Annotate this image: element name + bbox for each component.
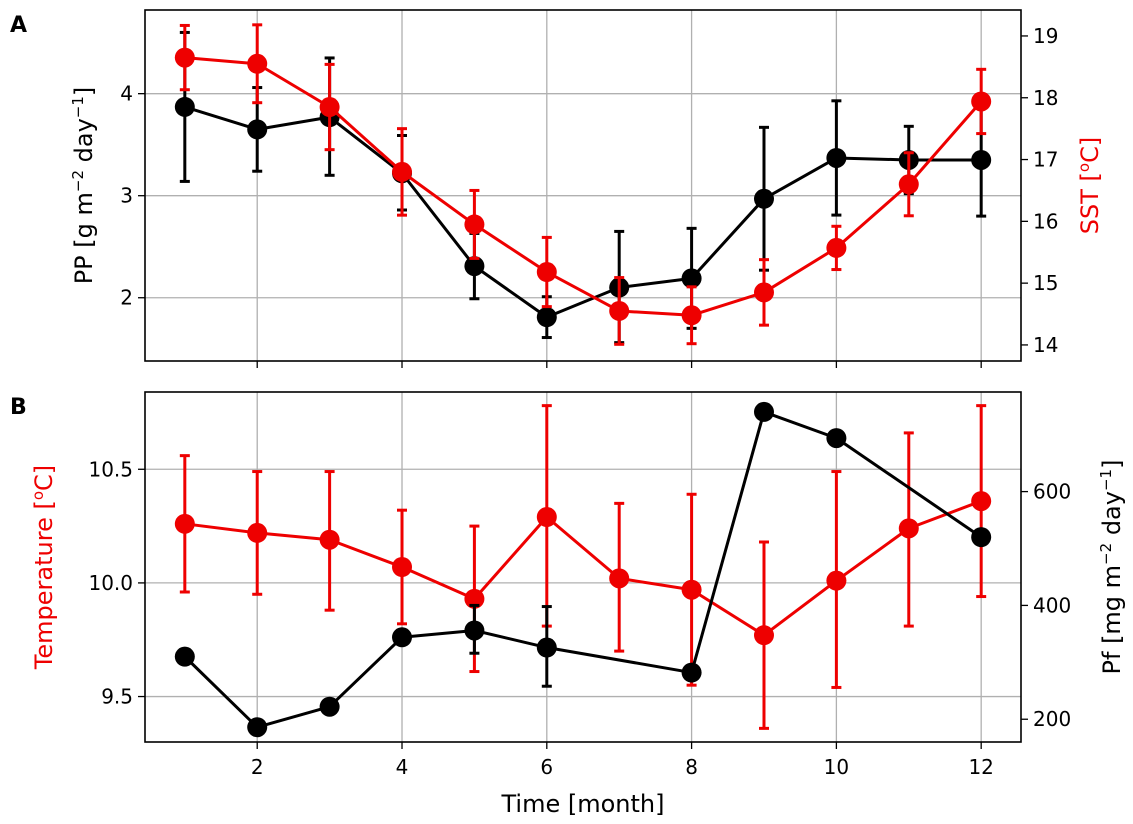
panel-b-temperature-point (753, 625, 774, 646)
panel-b-axes-frame (144, 391, 1022, 743)
panel-a-sst-point (898, 174, 919, 195)
panel-a-sst-line (184, 56, 983, 317)
panel-b-left-axis-label: Temperature [oC] (29, 465, 58, 670)
panel-a-pp-point (464, 256, 485, 277)
panel-a-left-tick-label: 3 (120, 184, 133, 208)
panel-a-sst-point (609, 300, 630, 321)
panel-a-pp-point (971, 149, 992, 170)
panel-a-axes-frame (144, 9, 1022, 362)
panel-a-pp-point (536, 307, 557, 328)
panel-b-temperature-point (681, 579, 702, 600)
panel-a-right-tick-label: 19 (1033, 24, 1058, 48)
panel-b-right-tick-label: 600 (1033, 480, 1071, 504)
panel-b-temperature-point (826, 570, 847, 591)
panel-b-x-tick-label: 4 (396, 755, 409, 779)
panel-b-pf-point (536, 637, 557, 658)
panel-a-pp-point (753, 188, 774, 209)
panel-b-x-tick-label: 12 (968, 755, 993, 779)
panel-b-right-tick-label: 200 (1033, 707, 1071, 731)
panel-a-sst-point (247, 53, 268, 74)
panel-b-right-tick-label: 400 (1033, 593, 1071, 617)
panel-b-chart: 2 4 6 8 10 12 9.5 10.0 10.5 200 400 600 Temperature … (29, 391, 1126, 779)
panel-b-pf-point (319, 696, 340, 717)
panel-b-x-tick-label: 2 (251, 755, 264, 779)
panel-b-pf-point (464, 620, 485, 641)
panel-b-pf-point (681, 662, 702, 683)
panel-a-right-tick-label: 17 (1033, 148, 1058, 172)
panel-b-pf-point (826, 428, 847, 449)
panel-b-pf-line (183, 410, 983, 729)
panel-a-label: A (10, 13, 27, 38)
panel-a-sst-point (319, 97, 340, 118)
panel-a-left-axis-label: PP [g m−2 day−1] (69, 87, 98, 285)
panel-b-temperature-point (392, 557, 413, 577)
panel-a-left-tick-label: 2 (120, 286, 133, 310)
panel-a-pp-line (184, 105, 982, 319)
panel-b-pf-point (753, 401, 774, 422)
x-axis-label: Time [month] (501, 790, 665, 818)
panel-a-sst-point (174, 47, 195, 68)
panel-b-right-axis-label: Pf [mg m−2 day−1] (1097, 460, 1126, 675)
panel-b-temperature-point (536, 507, 557, 527)
panel-a-sst-point (681, 305, 702, 326)
panel-a-sst-point (392, 161, 413, 182)
panel-a-right-tick-label: 15 (1033, 271, 1058, 295)
panel-b-pf-point (174, 646, 195, 667)
panel-b-left-tick-label: 10.0 (88, 571, 133, 595)
panel-b-temperature-point (609, 568, 630, 589)
panel-a-chart: 2 3 4 14 15 16 17 18 19 PP [g m−2 day−1] SST [oC] (69, 9, 1104, 368)
panel-b-temperature-point (971, 491, 992, 512)
panel-a-pp-point (826, 147, 847, 168)
panel-b-temperature-point (319, 529, 340, 550)
panel-a-right-tick-label: 18 (1033, 86, 1058, 110)
panel-a-pp-point (174, 96, 195, 117)
panel-b-temperature-line (184, 499, 982, 637)
panel-b-temperature-point (464, 588, 485, 609)
panel-b-temperature-point (898, 518, 919, 539)
panel-a-right-tick-label: 16 (1033, 209, 1058, 233)
panel-b-temperature-point (174, 513, 195, 534)
panel-b-left-tick-label: 10.5 (88, 457, 133, 481)
panel-b-pf-point (247, 717, 268, 738)
panel-a-right-tick-label: 14 (1033, 333, 1058, 357)
panel-b-temperature-point (247, 522, 268, 543)
panel-a-pp-point (247, 119, 268, 140)
panel-a-left-tick-label: 4 (120, 82, 133, 106)
panel-b-label: B (10, 395, 27, 420)
panel-b-pf-point (971, 527, 992, 548)
panel-b-x-tick-label: 10 (824, 755, 849, 779)
panel-a-sst-point (464, 214, 485, 235)
panel-b-left-tick-label: 9.5 (101, 685, 133, 709)
panel-a-pp-point (681, 268, 702, 289)
panel-b-x-tick-label: 6 (540, 755, 553, 779)
panel-a-sst-point (826, 237, 847, 258)
panel-a-sst-point (536, 262, 557, 283)
panel-a-right-axis-label: SST [oC] (1075, 137, 1104, 234)
panel-a-sst-point (753, 282, 774, 303)
panel-a-sst-point (971, 91, 992, 112)
panel-b-x-tick-label: 8 (685, 755, 698, 779)
panel-b-pf-point (392, 627, 413, 648)
